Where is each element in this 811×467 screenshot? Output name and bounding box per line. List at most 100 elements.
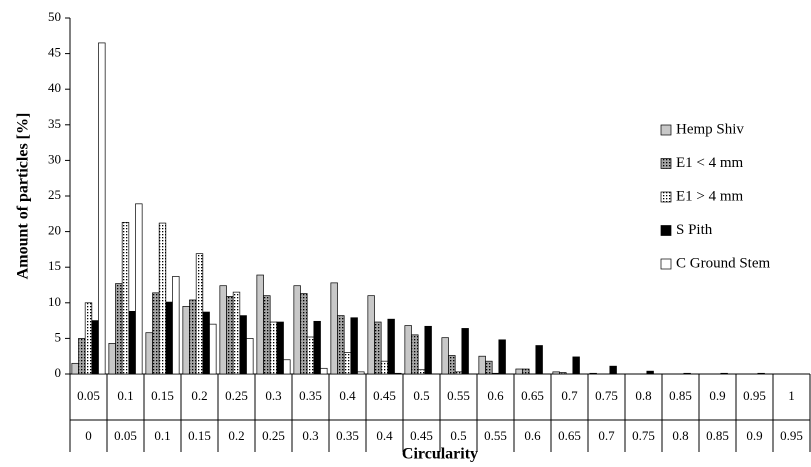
bar <box>165 301 173 375</box>
bar <box>411 334 419 375</box>
bar <box>158 222 167 375</box>
legend-swatch <box>660 124 672 136</box>
bar <box>276 321 284 375</box>
bar <box>232 291 241 375</box>
y-tick-label: 5 <box>55 329 62 344</box>
x-tick-label-lower: 0.6 <box>524 428 541 443</box>
x-tick-label-lower: 0.1 <box>154 428 170 443</box>
legend-label: S Pith <box>676 222 713 238</box>
y-tick-label: 20 <box>48 223 61 238</box>
x-tick-label: 0.3 <box>265 388 281 403</box>
x-tick-label: 0.7 <box>561 388 578 403</box>
legend-label: C Ground Stem <box>676 255 771 271</box>
x-tick-label: 0.55 <box>447 388 470 403</box>
bar <box>350 317 358 375</box>
bar <box>478 355 486 375</box>
x-tick-label-lower: 0.7 <box>598 428 615 443</box>
bar <box>380 360 389 375</box>
x-tick-label: 0.15 <box>151 388 174 403</box>
bar <box>343 352 352 375</box>
x-tick-label: 0.35 <box>299 388 322 403</box>
x-tick-label-lower: 0 <box>85 428 92 443</box>
bar <box>572 356 580 375</box>
bar <box>306 336 315 375</box>
x-tick-label-lower: 0.3 <box>302 428 318 443</box>
bar <box>515 368 523 375</box>
bar <box>152 292 160 375</box>
x-tick-label: 0.45 <box>373 388 396 403</box>
bar <box>246 338 254 375</box>
legend-swatch-pattern <box>661 192 671 202</box>
bar <box>84 302 93 375</box>
bar <box>202 311 210 375</box>
bar <box>293 285 301 375</box>
bar <box>357 371 365 375</box>
y-tick-label: 10 <box>48 294 61 309</box>
bar <box>108 343 116 375</box>
bar <box>263 295 271 375</box>
bar <box>91 320 99 375</box>
bar <box>552 371 560 375</box>
bar <box>98 42 106 375</box>
x-tick-label: 0.75 <box>595 388 618 403</box>
bar <box>337 315 345 375</box>
legend-swatch <box>660 225 672 236</box>
x-tick-label-lower: 0.15 <box>188 428 211 443</box>
x-tick-label: 0.5 <box>413 388 429 403</box>
x-tick-label-lower: 0.5 <box>450 428 466 443</box>
legend-swatch-pattern <box>661 158 671 169</box>
x-tick-label-lower: 0.85 <box>706 428 729 443</box>
x-tick-label-lower: 0.05 <box>114 428 137 443</box>
bar <box>145 332 153 375</box>
y-tick-label: 50 <box>48 9 61 24</box>
x-tick-label: 0.6 <box>487 388 504 403</box>
bar <box>209 323 217 375</box>
x-tick-label-lower: 0.4 <box>376 428 393 443</box>
bar <box>189 299 197 375</box>
bar <box>182 306 190 375</box>
bar <box>71 362 79 375</box>
bar <box>121 221 130 375</box>
bar <box>330 282 338 375</box>
x-tick-label: 1 <box>788 388 795 403</box>
y-tick-label: 35 <box>48 116 61 131</box>
x-tick-label: 0.4 <box>339 388 356 403</box>
x-tick-label: 0.1 <box>117 388 133 403</box>
bar <box>454 371 463 375</box>
y-tick-label: 15 <box>48 258 61 273</box>
bar <box>226 296 234 375</box>
x-tick-label-lower: 0.25 <box>262 428 285 443</box>
x-tick-label-lower: 0.45 <box>410 428 433 443</box>
bar <box>720 372 728 375</box>
x-tick-label-lower: 0.8 <box>672 428 688 443</box>
bar <box>441 337 449 375</box>
x-tick-label: 0.95 <box>743 388 766 403</box>
x-axis-label: Circularity <box>402 446 478 463</box>
x-tick-label-lower: 0.95 <box>780 428 803 443</box>
bar <box>404 325 412 375</box>
y-tick-label: 30 <box>48 151 61 166</box>
bar <box>757 372 765 375</box>
x-tick-label: 0.8 <box>635 388 651 403</box>
x-tick-label-lower: 0.35 <box>336 428 359 443</box>
bar <box>683 372 691 375</box>
y-tick-label: 0 <box>55 365 62 380</box>
x-tick-label: 0.25 <box>225 388 248 403</box>
bar <box>367 295 375 375</box>
y-tick-label: 45 <box>48 45 61 60</box>
bar <box>374 321 382 375</box>
x-tick-label: 0.65 <box>521 388 544 403</box>
legend: Hemp Shiv E1 < 4 mm E1 > 4 mm S Pith C Groun… <box>660 121 771 271</box>
bar <box>394 372 402 375</box>
bar <box>461 328 469 375</box>
bar <box>387 318 395 375</box>
bar <box>239 315 247 375</box>
legend-label: E1 < 4 mm <box>676 155 744 171</box>
bar <box>195 253 204 375</box>
y-tick-label: 40 <box>48 80 61 95</box>
bar <box>135 203 143 375</box>
bar <box>115 283 123 375</box>
bar <box>256 274 264 375</box>
x-tick-label: 0.05 <box>77 388 100 403</box>
